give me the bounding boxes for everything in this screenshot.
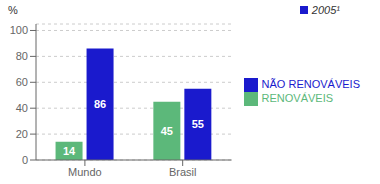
svg-text:86: 86 xyxy=(94,98,106,110)
svg-text:Brasil: Brasil xyxy=(169,166,197,178)
svg-text:Mundo: Mundo xyxy=(68,166,102,178)
html-text:2005¹: 2005¹ xyxy=(311,4,340,16)
svg-text:0: 0 xyxy=(22,154,28,166)
svg-text:45: 45 xyxy=(161,125,173,137)
svg-text:80: 80 xyxy=(16,50,28,62)
svg-text:40: 40 xyxy=(16,102,28,114)
html-text:RENOVÁVEIS: RENOVÁVEIS xyxy=(261,92,334,104)
svg-text:60: 60 xyxy=(16,76,28,88)
svg-text:100: 100 xyxy=(10,24,28,36)
svg-text:20: 20 xyxy=(16,128,28,140)
html-text:NÃO RENOVÁVEIS: NÃO RENOVÁVEIS xyxy=(261,77,360,90)
svg-text:14: 14 xyxy=(63,145,76,157)
svg-text:55: 55 xyxy=(192,118,204,130)
